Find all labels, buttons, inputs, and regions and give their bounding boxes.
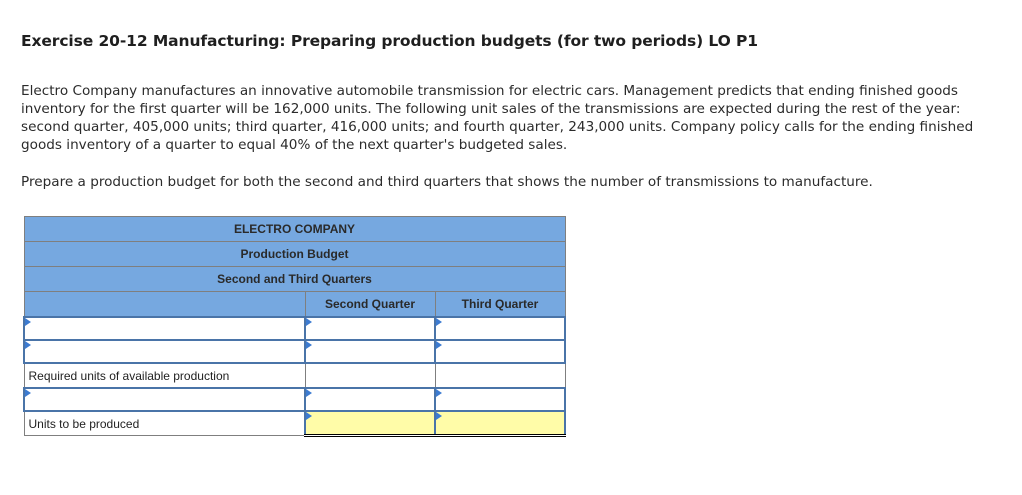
row-2-second-quarter-input[interactable] — [306, 341, 434, 362]
instruction-text: Prepare a production budget for both the… — [21, 174, 873, 190]
row-4-label-dropdown[interactable] — [23, 387, 306, 412]
dropdown-marker-icon — [25, 389, 31, 397]
row-2-label-dropdown[interactable] — [23, 339, 306, 364]
table-row: Required units of available production — [23, 362, 566, 389]
dropdown-marker-icon — [306, 389, 312, 397]
exercise-title: Exercise 20-12 Manufacturing: Preparing … — [21, 32, 758, 50]
column-header-second-quarter: Second Quarter — [304, 291, 436, 318]
row-2-third-quarter-cell[interactable] — [433, 339, 567, 364]
dropdown-marker-icon — [436, 412, 442, 420]
dropdown-marker-icon — [306, 318, 312, 326]
problem-text: Electro Company manufactures an innovati… — [21, 83, 974, 153]
units-produced-second-quarter-cell[interactable] — [304, 410, 436, 437]
dropdown-marker-icon — [436, 318, 442, 326]
row-2-label-input[interactable] — [25, 341, 304, 362]
table-row — [23, 339, 567, 364]
company-name: ELECTRO COMPANY — [23, 216, 566, 242]
table-row — [23, 316, 567, 341]
units-produced-second-quarter-input[interactable] — [306, 412, 434, 434]
row-4-second-quarter-input[interactable] — [306, 389, 434, 410]
table-row: Units to be produced — [23, 410, 567, 437]
dropdown-marker-icon — [306, 341, 312, 349]
row-4-second-quarter-cell[interactable] — [304, 387, 436, 412]
column-header-third-quarter: Third Quarter — [434, 291, 566, 318]
row-1-second-quarter-input[interactable] — [306, 318, 434, 339]
row-2-third-quarter-input[interactable] — [436, 341, 565, 362]
dropdown-marker-icon — [306, 412, 312, 420]
budget-period: Second and Third Quarters — [23, 266, 566, 292]
header-budget-name-row: Production Budget — [23, 241, 566, 267]
column-header-label — [23, 291, 306, 318]
row-1-third-quarter-cell[interactable] — [433, 316, 567, 341]
dropdown-marker-icon — [25, 341, 31, 349]
required-units-label: Required units of available production — [23, 362, 306, 389]
row-4-third-quarter-input[interactable] — [436, 389, 565, 410]
row-1-second-quarter-cell[interactable] — [304, 316, 436, 341]
row-1-label-input[interactable] — [25, 318, 304, 339]
budget-name: Production Budget — [23, 241, 566, 267]
row-3-second-quarter-total — [304, 362, 436, 389]
units-produced-third-quarter-cell[interactable] — [433, 410, 567, 437]
row-1-third-quarter-input[interactable] — [436, 318, 565, 339]
dropdown-marker-icon — [25, 318, 31, 326]
column-header-row: Second Quarter Third Quarter — [23, 291, 566, 318]
dropdown-marker-icon — [436, 389, 442, 397]
row-3-third-quarter-total — [434, 362, 566, 389]
units-to-be-produced-label: Units to be produced — [23, 410, 306, 436]
header-company-row: ELECTRO COMPANY — [23, 216, 566, 242]
dropdown-marker-icon — [436, 341, 442, 349]
row-2-second-quarter-cell[interactable] — [304, 339, 436, 364]
row-1-label-dropdown[interactable] — [23, 316, 306, 341]
header-period-row: Second and Third Quarters — [23, 266, 566, 292]
row-4-third-quarter-cell[interactable] — [433, 387, 567, 412]
production-budget-table: ELECTRO COMPANY Production Budget Second… — [23, 216, 567, 437]
row-4-label-input[interactable] — [25, 389, 304, 410]
units-produced-third-quarter-input[interactable] — [436, 412, 565, 434]
table-row — [23, 387, 567, 412]
